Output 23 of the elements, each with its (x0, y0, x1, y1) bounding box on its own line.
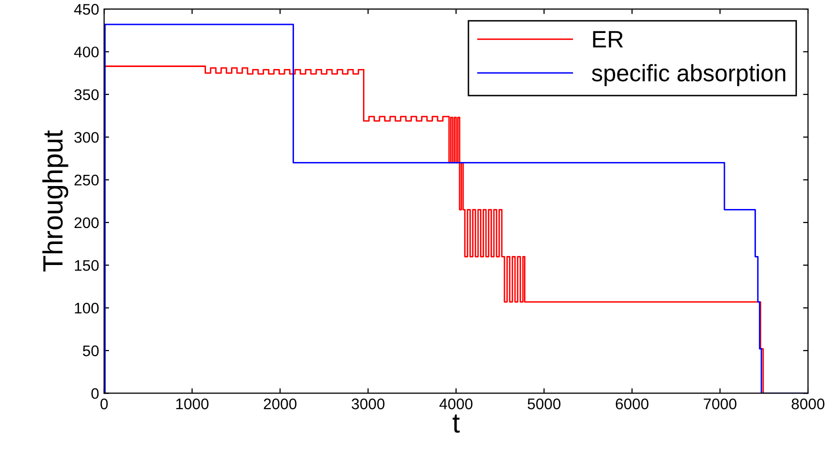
y-tick-label: 350 (74, 89, 99, 100)
x-tick-label: 5000 (528, 398, 560, 410)
x-tick-label: 2000 (264, 398, 296, 410)
y-tick-label: 200 (74, 217, 99, 228)
y-tick-label: 300 (74, 132, 99, 143)
y-tick-label: 0 (91, 388, 99, 399)
x-tick-label: 4000 (439, 398, 472, 410)
y-tick-label: 150 (74, 260, 99, 271)
y-tick-label: 450 (74, 4, 99, 15)
x-axis-title: t (452, 414, 460, 433)
legend-label: ER (593, 31, 623, 48)
x-tick-label: 8000 (792, 398, 824, 410)
x-tick-label: 7000 (704, 398, 736, 410)
y-axis-title: Throughput (42, 130, 68, 272)
x-tick-label: 3000 (352, 398, 384, 410)
y-tick-label: 50 (82, 345, 99, 356)
x-tick-label: 0 (100, 398, 108, 410)
y-tick-label: 100 (74, 302, 99, 314)
legend-label: specific absorption (592, 64, 786, 86)
x-tick-label: 1000 (176, 398, 209, 410)
y-tick-label: 250 (74, 174, 99, 186)
x-tick-label: 6000 (616, 398, 648, 410)
y-tick-label: 400 (74, 46, 99, 58)
